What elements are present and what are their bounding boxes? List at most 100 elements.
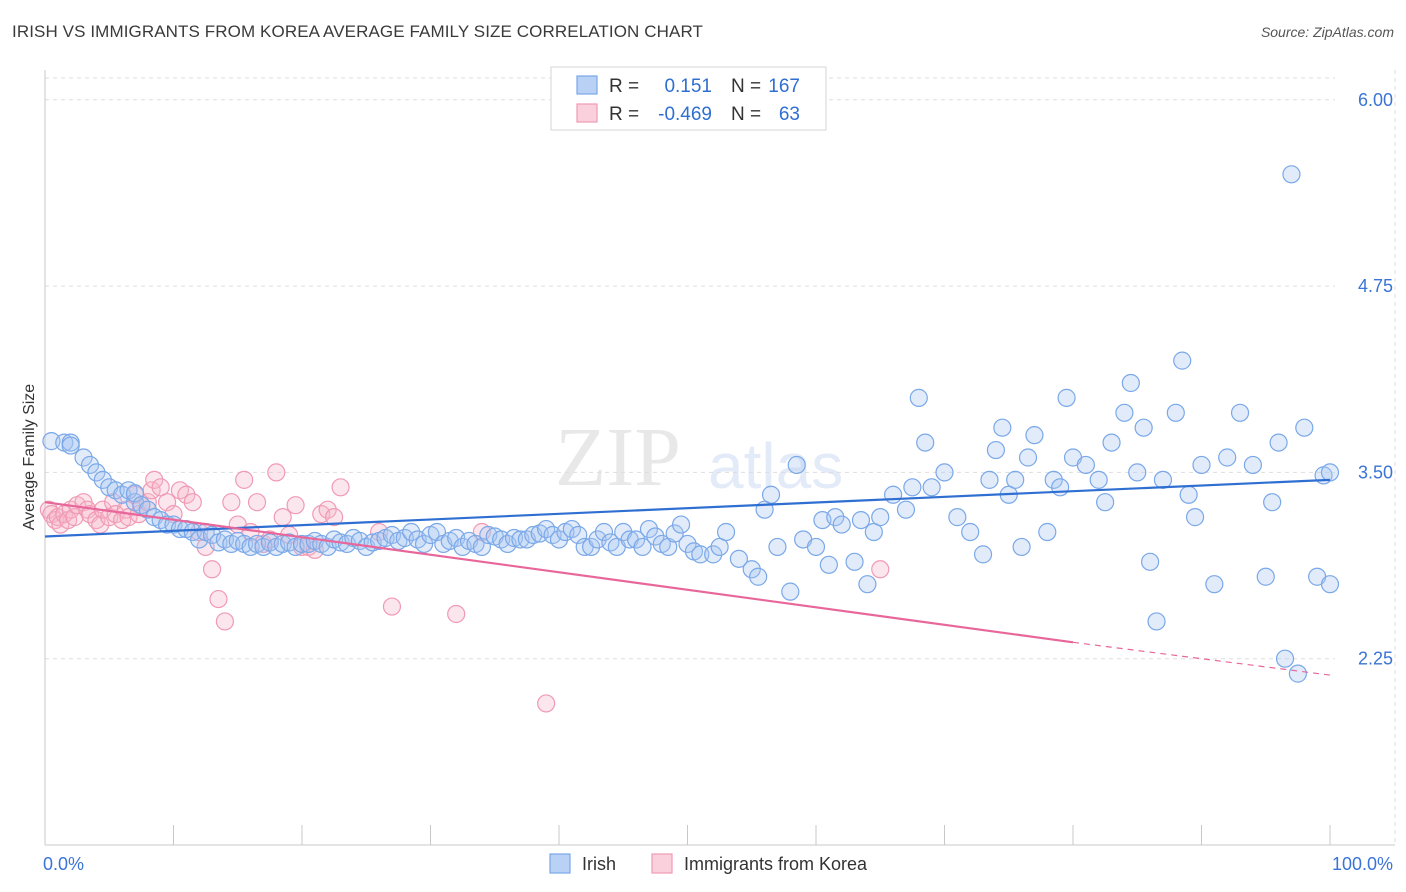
bottom-legend: Irish Immigrants from Korea [549, 853, 868, 874]
korea-point [286, 496, 305, 515]
irish-point [1173, 351, 1192, 370]
korea-r-value: -0.469 [658, 104, 712, 125]
y-tick-labels: 2.25 3.50 4.75 6.00 [1358, 90, 1393, 669]
irish-point [1205, 575, 1224, 594]
irish-point [1006, 470, 1025, 489]
irish-point [665, 524, 684, 543]
korea-point [267, 463, 286, 482]
korea-point [183, 493, 202, 512]
irish-point [761, 485, 781, 504]
korea-n-label: N = [731, 104, 761, 125]
irish-point [1166, 403, 1185, 422]
irish-point [1096, 493, 1115, 512]
y-tick-label: 6.00 [1358, 90, 1393, 110]
stats-legend: R = 0.151 N = 167 R = -0.469 N = 63 [550, 66, 827, 131]
korea-point [209, 589, 228, 609]
korea-point [215, 612, 234, 631]
irish-point [729, 549, 749, 568]
irish-point [1057, 388, 1076, 407]
y-tick-label: 4.75 [1358, 276, 1393, 296]
irish-point [845, 552, 864, 571]
irish-point [1025, 426, 1044, 445]
source-label: Source: ZipAtlas.com [1260, 24, 1394, 40]
korea-point [447, 604, 466, 624]
irish-point [1288, 664, 1307, 683]
irish-point [1192, 455, 1211, 475]
irish-point [896, 500, 916, 519]
korea-swatch [576, 103, 598, 123]
irish-point [1295, 418, 1314, 437]
x-tick-label: 0.0% [43, 854, 84, 874]
irish-point [93, 470, 112, 489]
legend-korea-swatch [651, 853, 673, 874]
korea-point [382, 597, 402, 616]
irish-point [1018, 448, 1038, 467]
x-tick-label: 100.0% [1332, 854, 1393, 874]
y-axis-label: Average Family Size [21, 384, 38, 531]
irish-point [851, 510, 871, 530]
korea-point [222, 493, 241, 512]
irish-point [1115, 403, 1134, 422]
irish-point [1179, 485, 1198, 504]
irish-point [819, 555, 838, 574]
irish-point [671, 515, 691, 534]
irish-point [980, 470, 999, 489]
irish-point [626, 530, 646, 549]
irish-point [1134, 418, 1153, 437]
irish-point [1275, 649, 1295, 668]
legend-irish-swatch [549, 853, 571, 874]
irish-point [1121, 373, 1140, 393]
trend-lines [44, 478, 1331, 676]
irish-point [922, 478, 941, 497]
irish-point [935, 463, 954, 482]
grid [45, 70, 1396, 845]
irish-point [787, 455, 806, 475]
korea-r-label: R = [609, 104, 639, 125]
irish-point [1218, 448, 1237, 467]
y-tick-label: 2.25 [1358, 649, 1393, 669]
watermark-zip: ZIP [555, 411, 681, 504]
irish-point [749, 567, 768, 586]
irish-point [973, 545, 993, 564]
irish-point [1038, 522, 1057, 542]
irish-point [1230, 403, 1250, 422]
irish-swatch [576, 75, 598, 95]
irish-point [742, 560, 761, 579]
irish-point [1012, 537, 1031, 557]
irish-point [1051, 478, 1070, 497]
irish-n-value: 167 [768, 76, 800, 97]
irish-point [183, 522, 202, 542]
irish-point [1256, 567, 1275, 586]
irish-n-label: N = [731, 76, 761, 97]
irish-point [414, 534, 434, 554]
irish-point [549, 530, 569, 549]
irish-point [858, 575, 877, 594]
irish-point [74, 448, 93, 467]
irish-point [633, 537, 652, 557]
irish-point [1320, 463, 1340, 482]
irish-point [768, 537, 787, 557]
chart-title: IRISH VS IMMIGRANTS FROM KOREA AVERAGE F… [12, 22, 704, 41]
irish-point [871, 508, 890, 527]
x-tick-labels: 0.0% 100.0% [43, 854, 1393, 874]
watermark-atlas: atlas [708, 430, 843, 502]
irish-point [909, 388, 928, 407]
axes [44, 70, 1395, 846]
irish-point [806, 537, 826, 557]
irish-point [704, 545, 723, 564]
irish-point [1102, 433, 1121, 452]
korea-point [273, 508, 292, 527]
korea-point [871, 560, 890, 579]
irish-point [1185, 508, 1205, 527]
irish-point [883, 485, 903, 504]
irish-point [639, 519, 659, 539]
irish-point [691, 545, 710, 564]
legend-irish-label: Irish [582, 854, 616, 874]
korea-point [202, 560, 222, 579]
irish-point [826, 508, 845, 527]
irish-point [1128, 463, 1147, 482]
irish-r-label: R = [609, 76, 639, 97]
korea-point [331, 478, 350, 497]
irish-point [1147, 612, 1166, 631]
